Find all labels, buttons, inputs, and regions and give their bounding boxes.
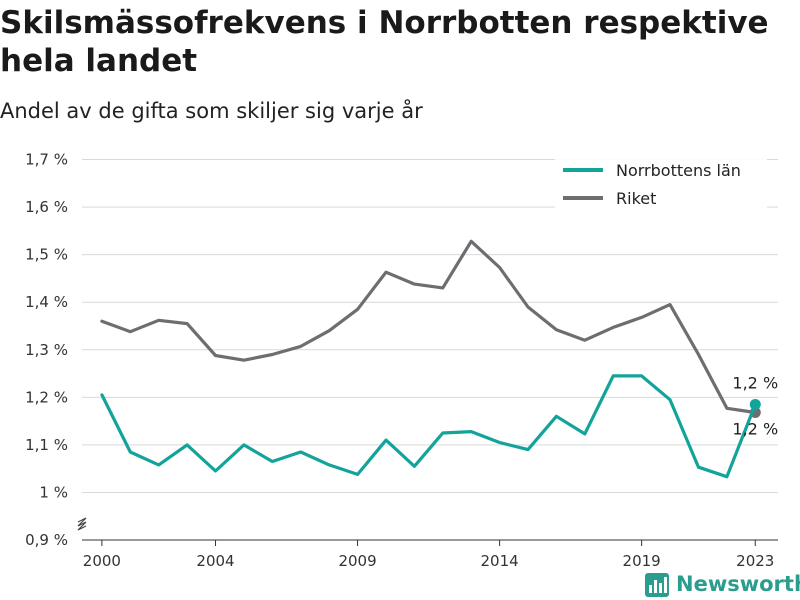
y-tick-label: 1,6 % (25, 198, 68, 216)
y-tick-label: 1,2 % (25, 388, 68, 406)
chart-title: Skilsmässofrekvens i Norrbotten respekti… (0, 5, 769, 79)
brand-logo: Newsworthy (645, 572, 800, 597)
axis-break-icon (77, 517, 87, 531)
series-line-riket (100, 239, 757, 415)
end-label-norrbotten: 1,2 % (732, 373, 778, 392)
legend-background (555, 150, 767, 212)
y-tick-label: 0,9 % (25, 531, 68, 549)
end-labels: 1,2 % 1,2 % (732, 373, 778, 438)
legend-label: Riket (616, 189, 656, 208)
x-tick-label: 2014 (481, 552, 519, 570)
x-tick-label: 2023 (736, 552, 774, 570)
x-axis-ticks: 2000 2004 2009 2014 2019 2023 (83, 540, 774, 570)
brand-name: Newsworthy (676, 572, 800, 596)
end-point-marker (749, 398, 761, 410)
grid-lines (82, 159, 778, 541)
bar-chart-logo-icon (645, 573, 669, 597)
series-line-norrbotten (100, 374, 757, 479)
y-tick-label: 1,5 % (25, 246, 68, 264)
end-label-riket: 1,2 % (732, 420, 778, 439)
y-tick-label: 1,1 % (25, 436, 68, 454)
legend: Norrbottens län Riket (555, 150, 767, 212)
chart-subtitle: Andel av de gifta som skiljer sig varje … (0, 99, 423, 123)
y-axis-ticks: 1,7 % 1,6 % 1,5 % 1,4 % 1,3 % 1,2 % 1,1 % 1 % 0,… (25, 151, 87, 549)
y-tick-label: 1,4 % (25, 293, 68, 311)
x-tick-label: 2019 (623, 552, 661, 570)
x-tick-label: 2004 (196, 552, 234, 570)
y-tick-label: 1 % (39, 483, 68, 501)
series-lines (100, 239, 761, 479)
y-tick-label: 1,7 % (25, 151, 68, 169)
y-tick-label: 1,3 % (25, 341, 68, 359)
x-tick-label: 2009 (338, 552, 376, 570)
legend-label: Norrbottens län (616, 161, 741, 180)
x-tick-label: 2000 (83, 552, 121, 570)
